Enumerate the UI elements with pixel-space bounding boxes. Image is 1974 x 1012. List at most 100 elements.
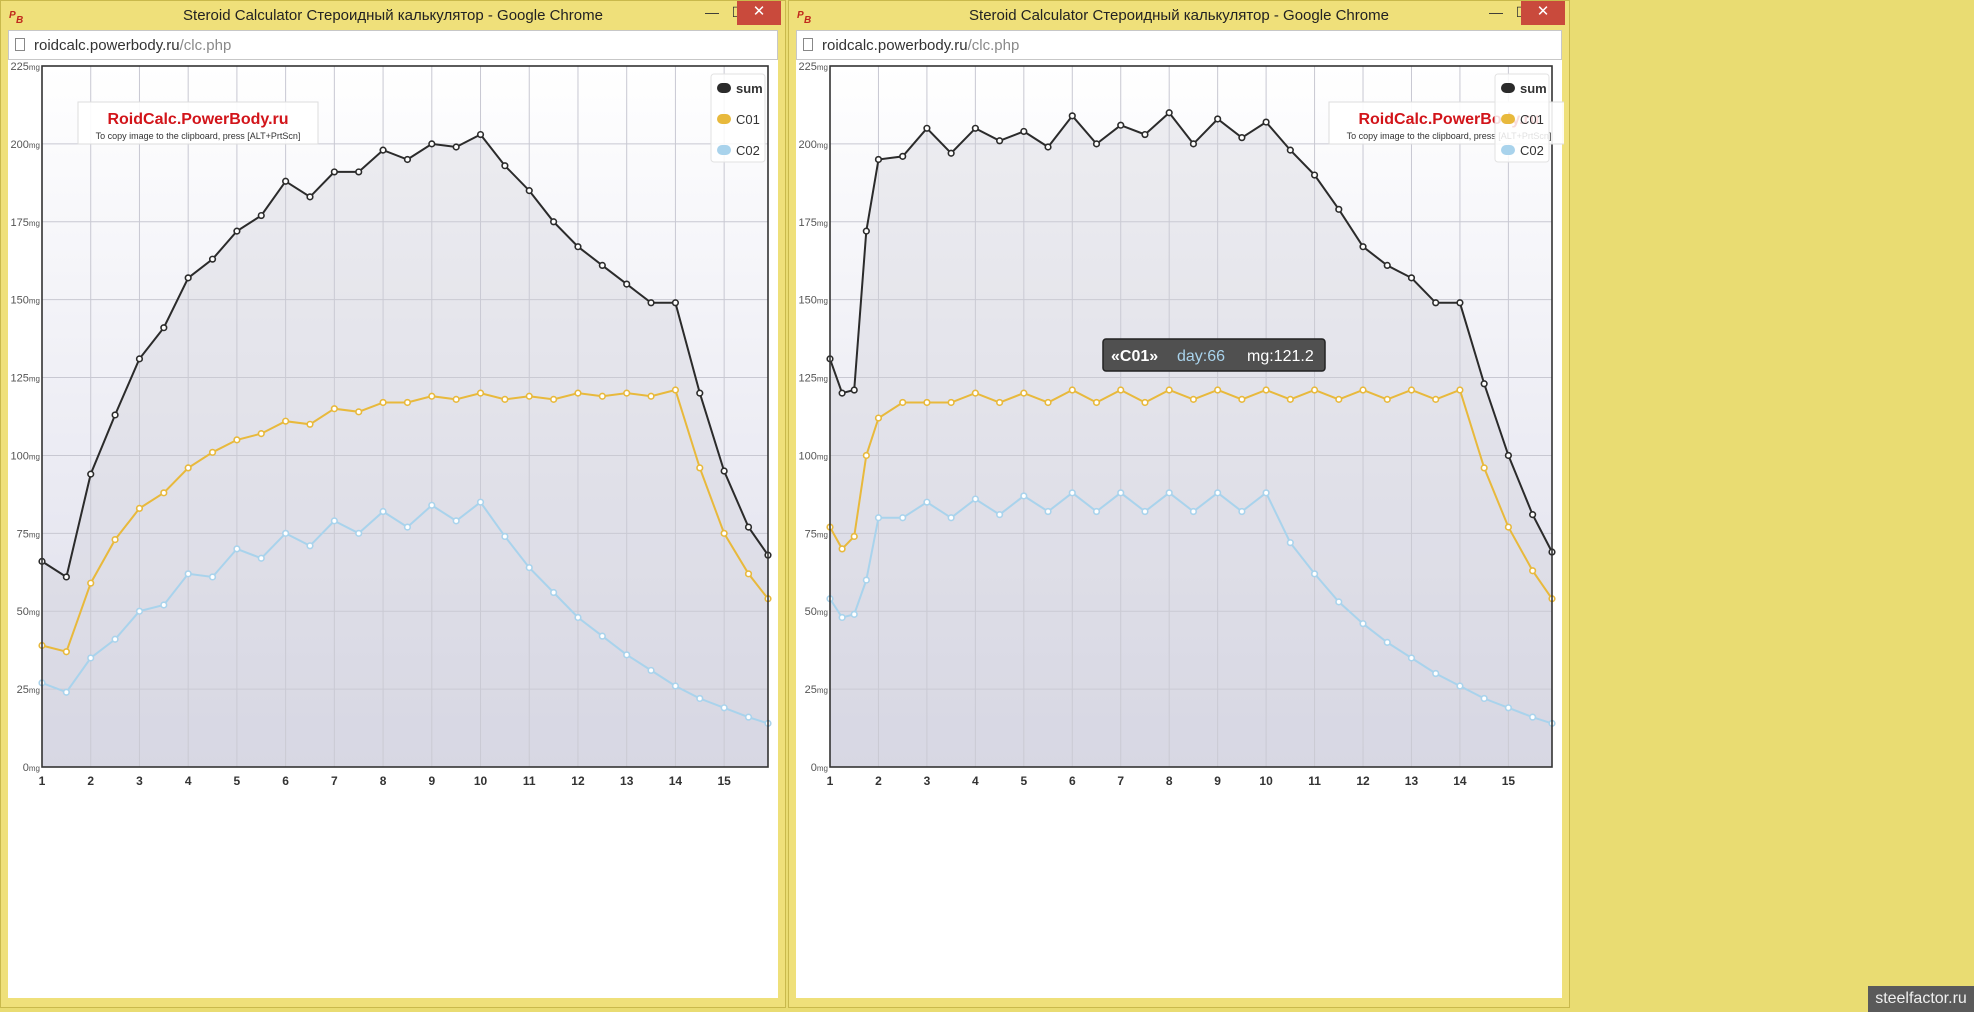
data-point-C01[interactable] [899, 398, 907, 407]
data-point-C02[interactable] [598, 632, 606, 640]
data-point-C01[interactable] [647, 392, 655, 400]
data-point-sum[interactable] [1068, 112, 1076, 120]
data-point-sum[interactable] [501, 162, 509, 170]
data-point-sum[interactable] [1189, 140, 1198, 148]
title-bar[interactable]: P B Steroid Calculator Стероидный кальку… [789, 1, 1569, 30]
data-point-sum[interactable] [87, 470, 95, 478]
data-point-C02[interactable] [1044, 507, 1052, 516]
data-point-C01[interactable] [208, 448, 217, 456]
data-point-C01[interactable] [598, 392, 606, 400]
data-point-C02[interactable] [899, 514, 907, 522]
data-point-C01[interactable] [1529, 567, 1537, 575]
data-point-sum[interactable] [525, 187, 533, 195]
data-point-C01[interactable] [355, 408, 363, 416]
data-point-sum[interactable] [598, 261, 606, 269]
data-point-sum[interactable] [1383, 261, 1391, 269]
data-point-C02[interactable] [1117, 489, 1125, 497]
url-text[interactable]: roidcalc.powerbody.ru/clc.php [34, 37, 231, 54]
data-point-C01[interactable] [1262, 386, 1270, 394]
data-point-C01[interactable] [696, 464, 704, 472]
data-point-sum[interactable] [1092, 140, 1101, 148]
data-point-C01[interactable] [744, 570, 753, 578]
data-point-sum[interactable] [208, 255, 217, 263]
data-point-sum[interactable] [1165, 109, 1173, 117]
data-point-C02[interactable] [1480, 694, 1488, 703]
data-point-C02[interactable] [838, 613, 846, 622]
data-point-C02[interactable] [501, 532, 509, 541]
data-point-C01[interactable] [862, 451, 870, 460]
data-point-sum[interactable] [257, 211, 265, 220]
data-point-C01[interactable] [720, 529, 728, 537]
data-point-C02[interactable] [355, 529, 363, 537]
data-point-sum[interactable] [355, 168, 363, 176]
legend-swatch-C01[interactable] [717, 114, 731, 124]
data-point-C01[interactable] [160, 489, 168, 497]
data-point-C02[interactable] [1383, 638, 1391, 646]
data-point-C02[interactable] [476, 498, 485, 506]
data-point-sum[interactable] [1504, 451, 1512, 460]
data-point-sum[interactable] [1286, 146, 1294, 154]
data-point-C01[interactable] [282, 417, 290, 425]
data-point-C02[interactable] [1189, 507, 1198, 516]
data-point-C02[interactable] [862, 576, 870, 584]
legend-swatch-C02[interactable] [1501, 145, 1515, 155]
data-point-sum[interactable] [1238, 134, 1246, 142]
data-point-C02[interactable] [111, 635, 119, 643]
data-point-C02[interactable] [744, 713, 753, 721]
data-point-C02[interactable] [257, 554, 265, 562]
data-point-sum[interactable] [874, 155, 883, 164]
data-point-sum[interactable] [62, 573, 70, 581]
data-point-sum[interactable] [403, 155, 412, 164]
data-point-C02[interactable] [306, 542, 314, 550]
data-point-C02[interactable] [647, 666, 655, 675]
data-point-C02[interactable] [87, 654, 95, 662]
data-point-C01[interactable] [257, 430, 265, 438]
data-point-sum[interactable] [1214, 115, 1222, 123]
data-point-C02[interactable] [574, 613, 582, 622]
data-point-sum[interactable] [744, 523, 753, 531]
data-point-C02[interactable] [160, 601, 168, 609]
data-point-sum[interactable] [550, 218, 558, 226]
data-point-sum[interactable] [862, 227, 870, 235]
data-point-C01[interactable] [550, 395, 558, 403]
data-point-C01[interactable] [874, 414, 883, 422]
data-point-C01[interactable] [1141, 398, 1149, 407]
data-point-C01[interactable] [1189, 395, 1198, 403]
data-point-C02[interactable] [403, 523, 412, 531]
data-point-C01[interactable] [1020, 389, 1028, 397]
data-point-sum[interactable] [330, 168, 338, 176]
data-point-C01[interactable] [1456, 386, 1464, 394]
data-point-C01[interactable] [1044, 398, 1052, 407]
data-point-sum[interactable] [971, 124, 979, 132]
data-point-C02[interactable] [947, 514, 955, 522]
data-point-C01[interactable] [1214, 386, 1222, 394]
data-point-sum[interactable] [923, 124, 931, 132]
data-point-C02[interactable] [971, 495, 979, 503]
data-point-C01[interactable] [1068, 386, 1076, 394]
data-point-C02[interactable] [525, 564, 533, 572]
data-point-sum[interactable] [233, 227, 241, 235]
data-point-C01[interactable] [923, 398, 931, 407]
data-point-C02[interactable] [995, 511, 1004, 519]
data-point-sum[interactable] [623, 280, 631, 288]
data-point-C02[interactable] [1214, 489, 1222, 497]
data-point-C02[interactable] [1238, 507, 1246, 516]
data-point-sum[interactable] [1310, 171, 1319, 179]
data-point-sum[interactable] [1456, 299, 1464, 307]
data-point-sum[interactable] [647, 299, 655, 307]
data-point-C01[interactable] [1335, 395, 1343, 403]
url-text[interactable]: roidcalc.powerbody.ru/clc.php [822, 37, 1019, 54]
data-point-C02[interactable] [1286, 539, 1294, 547]
data-point-sum[interactable] [135, 355, 144, 363]
data-point-sum[interactable] [428, 140, 436, 148]
legend-swatch-sum[interactable] [1501, 83, 1515, 93]
data-point-C01[interactable] [135, 504, 144, 513]
data-point-C01[interactable] [971, 389, 979, 397]
data-point-sum[interactable] [306, 193, 314, 201]
data-point-C01[interactable] [1359, 386, 1367, 394]
close-button[interactable]: ✕ [737, 1, 781, 25]
data-point-C01[interactable] [850, 532, 858, 541]
data-point-C02[interactable] [1529, 713, 1537, 721]
data-point-C01[interactable] [1286, 395, 1294, 403]
close-button[interactable]: ✕ [1521, 1, 1565, 25]
